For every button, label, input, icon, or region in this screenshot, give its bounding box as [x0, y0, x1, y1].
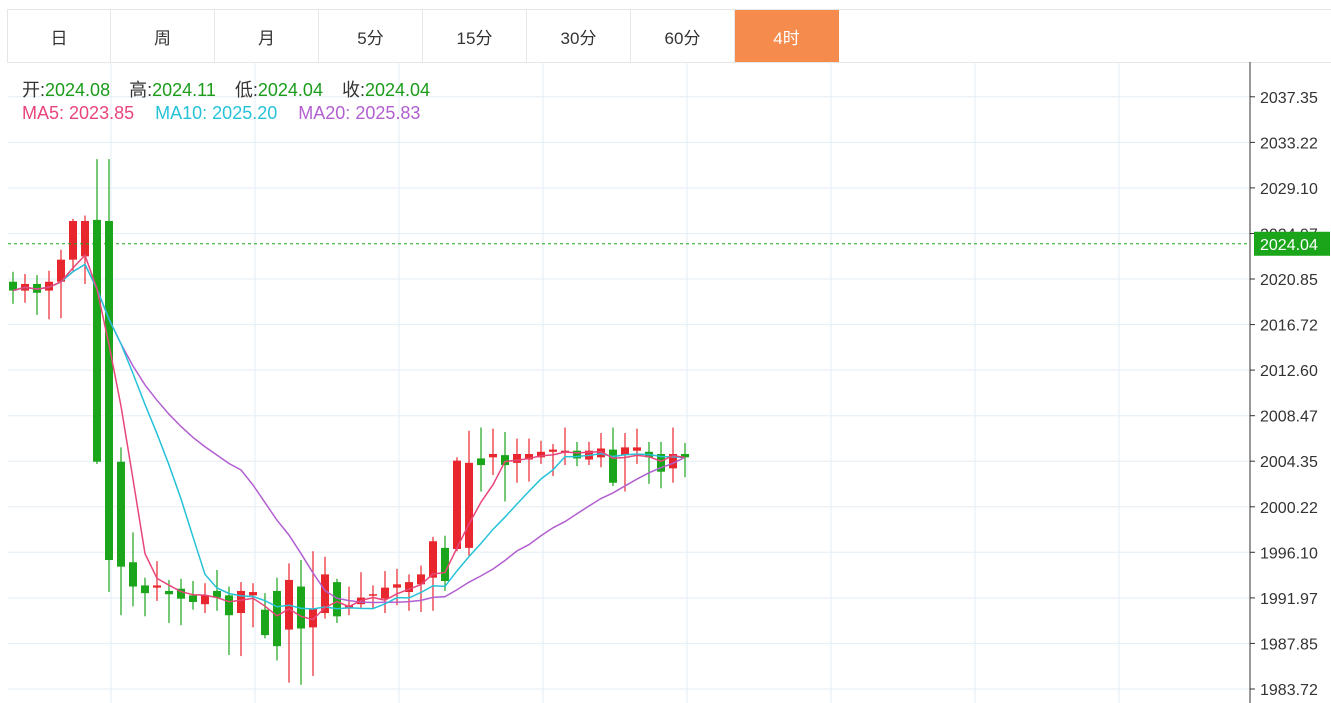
candle[interactable]	[405, 574, 413, 611]
tab-5min[interactable]: 5分	[319, 10, 423, 62]
candle[interactable]	[621, 433, 629, 492]
candle[interactable]	[489, 428, 497, 475]
candle[interactable]	[105, 159, 113, 593]
candle[interactable]	[69, 218, 77, 271]
low-value: 2024.04	[257, 80, 323, 100]
candle[interactable]	[525, 438, 533, 482]
candle[interactable]	[237, 582, 245, 657]
current-price-label: 2024.04	[1260, 237, 1318, 254]
ma10-line	[12, 263, 686, 610]
ma5-label: MA5:	[22, 103, 65, 123]
y-tick-label: 2016.72	[1260, 318, 1318, 335]
ma5-value: 2023.85	[69, 103, 135, 123]
candle[interactable]	[657, 441, 665, 489]
low-label: 低:	[234, 80, 258, 100]
candle[interactable]	[597, 433, 605, 468]
candle[interactable]	[165, 579, 173, 623]
tab-4hour[interactable]: 4时	[735, 10, 839, 62]
candle[interactable]	[309, 551, 317, 676]
candle[interactable]	[681, 442, 689, 478]
candle[interactable]	[273, 577, 281, 661]
candle[interactable]	[249, 583, 257, 628]
candle[interactable]	[465, 430, 473, 556]
y-tick-label: 2004.35	[1260, 454, 1318, 471]
ma-legend: MA5: 2023.85 MA10: 2025.20 MA20: 2025.83	[22, 103, 420, 124]
candle[interactable]	[141, 577, 149, 617]
candlestick-chart[interactable]: 2037.352033.222029.102024.972020.852016.…	[0, 62, 1331, 703]
candle[interactable]	[633, 428, 641, 464]
candle[interactable]	[9, 271, 17, 304]
candle[interactable]	[177, 578, 185, 626]
y-tick-label: 2033.22	[1260, 135, 1318, 152]
candle[interactable]	[57, 249, 65, 319]
candle[interactable]	[393, 568, 401, 606]
candle[interactable]	[81, 215, 89, 284]
ma20-label: MA20:	[298, 103, 351, 123]
candle[interactable]	[45, 270, 53, 320]
candle[interactable]	[477, 427, 485, 492]
timeframe-tabs: 日 周 月 5分 15分 30分 60分 4时	[7, 9, 1331, 63]
y-tick-label: 2020.85	[1260, 272, 1318, 289]
tab-60min[interactable]: 60分	[631, 10, 735, 62]
tab-month[interactable]: 月	[215, 10, 319, 62]
y-tick-label: 1996.10	[1260, 545, 1318, 562]
candle[interactable]	[117, 447, 125, 616]
grid-lines	[8, 62, 1250, 703]
candle[interactable]	[297, 560, 305, 685]
ma20-value: 2025.83	[355, 103, 421, 123]
candle[interactable]	[573, 441, 581, 467]
y-tick-label: 1991.97	[1260, 591, 1318, 608]
candle[interactable]	[501, 431, 509, 502]
open-label: 开:	[22, 80, 46, 100]
ma10-value: 2025.20	[212, 103, 278, 123]
y-tick-label: 1983.72	[1260, 682, 1318, 699]
candle[interactable]	[357, 572, 365, 609]
y-tick-label: 2000.22	[1260, 500, 1318, 517]
y-tick-label: 2029.10	[1260, 181, 1318, 198]
candle[interactable]	[33, 275, 41, 315]
tab-15min[interactable]: 15分	[423, 10, 527, 62]
current-price-badge	[1254, 231, 1330, 256]
candle[interactable]	[381, 571, 389, 614]
y-tick-label: 1987.85	[1260, 636, 1318, 653]
ohlc-legend: 开:2024.08 高:2024.11 低:2024.04 收:2024.04	[22, 76, 444, 102]
y-tick-label: 2012.60	[1260, 363, 1318, 380]
high-value: 2024.11	[152, 80, 216, 100]
candle[interactable]	[93, 159, 101, 464]
tab-day[interactable]: 日	[7, 10, 111, 62]
candle[interactable]	[537, 440, 545, 464]
candle[interactable]	[645, 441, 653, 484]
high-label: 高:	[129, 80, 153, 100]
candle[interactable]	[213, 569, 221, 611]
tab-30min[interactable]: 30分	[527, 10, 631, 62]
candle[interactable]	[453, 457, 461, 552]
ma5-line	[12, 253, 686, 621]
candle[interactable]	[441, 535, 449, 591]
ma10-label: MA10:	[155, 103, 208, 123]
y-tick-label: 2037.35	[1260, 90, 1318, 107]
candle[interactable]	[225, 586, 233, 655]
ma20-line	[12, 263, 686, 604]
moving-average-lines	[12, 253, 686, 621]
close-value: 2024.04	[365, 80, 431, 100]
candle[interactable]	[285, 563, 293, 683]
open-value: 2024.08	[45, 80, 111, 100]
candle[interactable]	[129, 532, 137, 607]
candle[interactable]	[549, 444, 557, 477]
candle[interactable]	[201, 583, 209, 614]
candle[interactable]	[417, 565, 425, 612]
y-tick-label: 2008.47	[1260, 409, 1318, 426]
tab-week[interactable]: 周	[111, 10, 215, 62]
candle[interactable]	[153, 561, 161, 601]
close-label: 收:	[341, 80, 365, 100]
price-axis: 2037.352033.222029.102024.972020.852016.…	[8, 62, 1330, 703]
